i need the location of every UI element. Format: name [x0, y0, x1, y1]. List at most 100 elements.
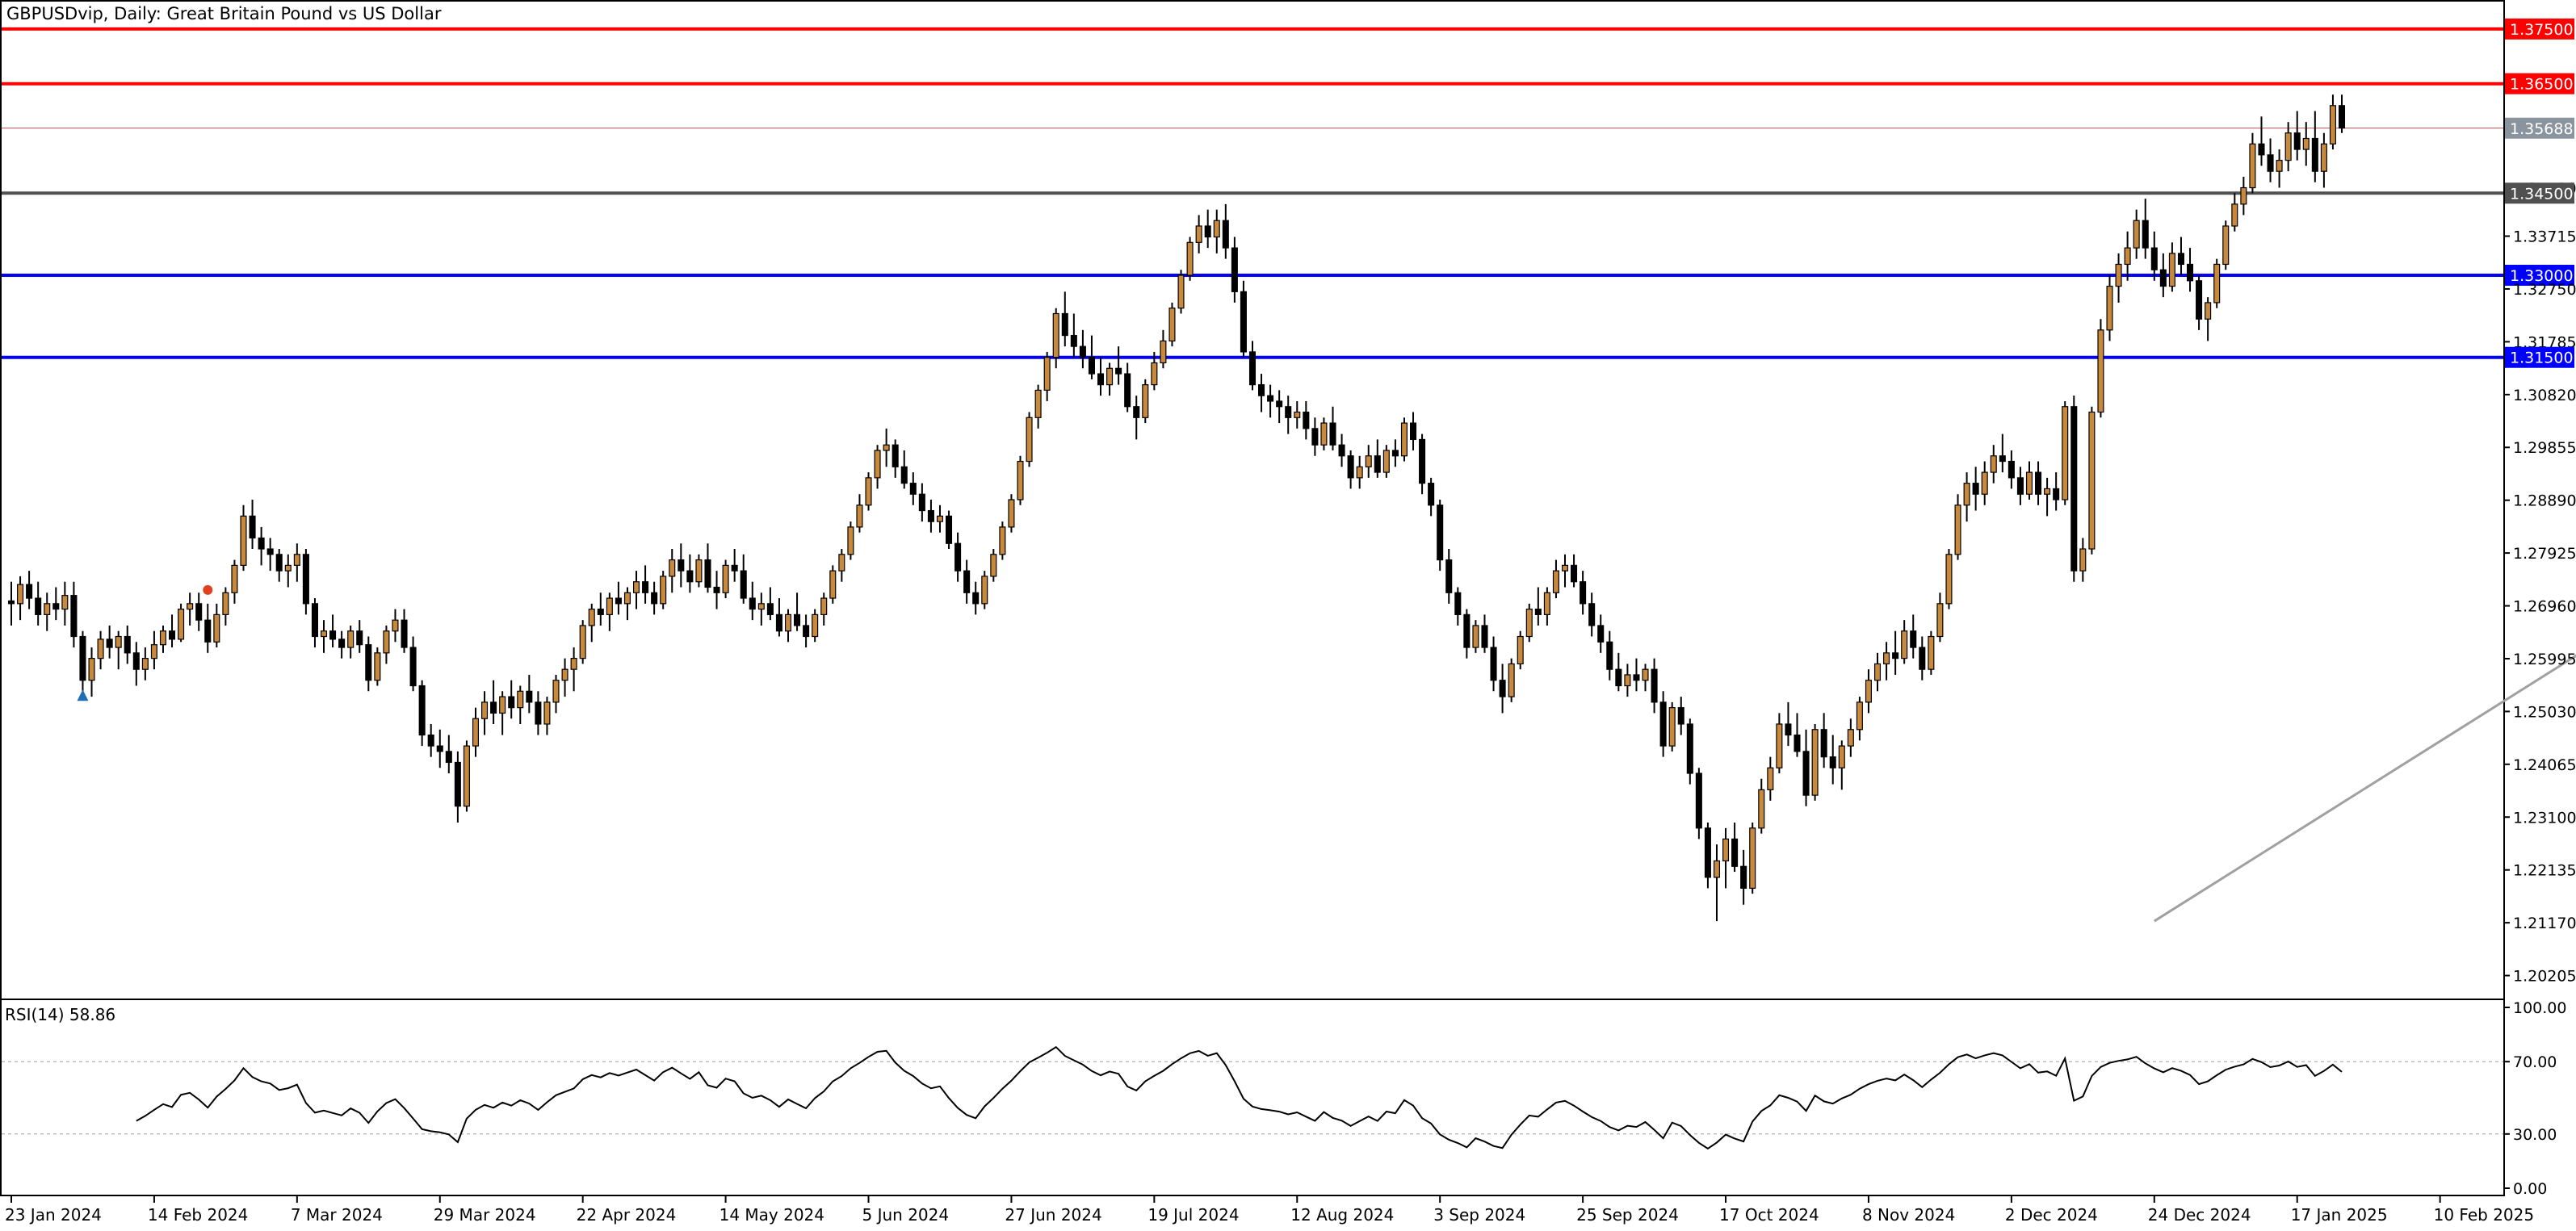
candle-body-bear	[106, 639, 113, 648]
candle	[2329, 94, 2336, 150]
candle-body-bear	[1133, 406, 1140, 418]
candle-body-bull	[820, 597, 828, 615]
candle-body-bear	[1419, 438, 1426, 484]
candle-body-bull	[561, 668, 568, 681]
price-label-bg	[2505, 117, 2574, 139]
candle-body-bull	[481, 701, 489, 719]
time-tick-label: 5 Jun 2024	[862, 1205, 950, 1225]
candle	[2205, 297, 2212, 341]
candle	[686, 554, 694, 593]
candle-body-bear	[490, 701, 497, 714]
candle-body-bear	[918, 493, 925, 512]
candle-body-bear	[1097, 373, 1105, 386]
candle-body-bear	[1240, 291, 1247, 353]
candle	[2115, 253, 2122, 303]
candle	[1543, 587, 1550, 626]
candle	[329, 614, 337, 648]
candle	[150, 630, 157, 670]
candle	[1651, 658, 1658, 714]
candle-body-bull	[1177, 274, 1185, 309]
candle-body-bear	[436, 745, 443, 752]
candle-body-bull	[1320, 422, 1328, 446]
candle-body-bull	[187, 603, 194, 610]
candle-body-bear	[258, 537, 265, 550]
candle	[44, 592, 51, 631]
rsi-indicator: RSI(14) 58.86	[2, 1005, 2503, 1150]
candle	[2025, 461, 2033, 500]
price-label-bg	[2505, 73, 2574, 94]
candle	[2079, 538, 2087, 582]
candle-body-bull	[383, 630, 390, 654]
candle-body-bull	[1382, 450, 1390, 473]
candle	[2311, 111, 2318, 182]
price-tick-1.24065: 1.24065	[2513, 756, 2576, 774]
candle-body-bull	[570, 658, 577, 670]
time-tick-label: 10 Feb 2025	[2434, 1205, 2534, 1225]
candle-body-bull	[1856, 701, 1863, 731]
candle-body-bull	[606, 597, 613, 615]
time-tick-label: 8 Nov 2024	[1862, 1205, 1955, 1225]
candle	[1597, 614, 1605, 653]
chart-frame	[0, 0, 2505, 1196]
candle-body-bull	[44, 603, 51, 615]
candle	[820, 592, 828, 626]
candle-body-bear	[954, 542, 962, 572]
trendline-layer	[2153, 654, 2576, 923]
price-tick-1.32750: 1.32750	[2513, 281, 2576, 299]
rsi-tick-100.00: 100.00	[2513, 999, 2566, 1017]
candle-body-bull	[240, 515, 247, 566]
candle	[17, 576, 24, 621]
candle	[1901, 620, 1908, 664]
candle	[401, 609, 408, 653]
candle	[2008, 450, 2015, 489]
candle-body-bear	[418, 685, 426, 736]
candle-body-bull	[552, 680, 560, 703]
candle-body-bear	[2177, 253, 2184, 266]
candle-body-bull	[1945, 554, 1953, 605]
candle-body-bear	[1794, 734, 1801, 752]
price-tick-1.26960: 1.26960	[2513, 598, 2576, 616]
candle-body-bull	[1017, 460, 1024, 500]
candle	[1097, 357, 1105, 396]
candle-body-bull	[632, 581, 640, 593]
price-label-1.37500: 1.37500	[2510, 21, 2574, 39]
candle	[731, 549, 738, 582]
candle-body-bull	[178, 609, 185, 640]
candle-body-bear	[1820, 729, 1827, 758]
candle-body-bear	[1597, 625, 1605, 643]
candle	[1686, 718, 1693, 785]
candle-body-bear	[615, 597, 622, 605]
candle	[1963, 472, 1970, 522]
candle-body-bear	[1580, 581, 1587, 605]
candle	[999, 521, 1006, 560]
candle-body-bear	[1481, 625, 1488, 648]
candle	[1731, 823, 1739, 873]
candle-body-bear	[204, 619, 212, 643]
candle	[838, 549, 845, 582]
candle	[883, 428, 890, 467]
candle	[1160, 329, 1167, 369]
candle	[1008, 494, 1015, 533]
candle-body-bull	[1901, 630, 1908, 659]
candle-body-bear	[1999, 455, 2006, 463]
candle	[963, 559, 971, 604]
candle-body-bear	[1571, 564, 1578, 583]
candle-body-bull	[1400, 422, 1408, 457]
candle-body-bear	[1061, 312, 1068, 337]
candle-body-bear	[1651, 668, 1658, 703]
candle	[954, 532, 962, 582]
candle	[1972, 467, 1979, 511]
candle	[2249, 132, 2256, 194]
candle-body-bear	[169, 630, 176, 640]
candle	[1070, 313, 1077, 358]
candle	[1856, 697, 1863, 741]
candle-body-bear	[1303, 411, 1310, 429]
candle	[472, 707, 480, 757]
candle-body-bear	[365, 644, 372, 681]
price-label-1.35688: 1.35688	[2510, 120, 2574, 138]
buy-arrow-icon	[77, 689, 89, 701]
candle	[909, 472, 917, 505]
candle-body-bull	[812, 613, 819, 638]
candle	[275, 549, 283, 582]
